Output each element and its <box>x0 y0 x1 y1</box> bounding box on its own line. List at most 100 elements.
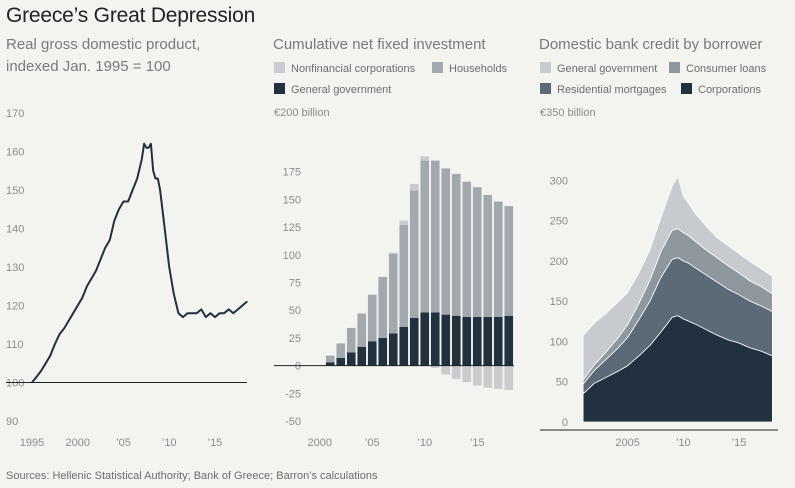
bar-households <box>409 190 419 318</box>
x-tick-label: ’15 <box>732 437 747 449</box>
bar-households <box>346 327 356 353</box>
source-note: Sources: Hellenic Statistical Authority;… <box>6 470 378 482</box>
y-tick-label: 110 <box>6 339 24 351</box>
gdp-data-point <box>49 354 51 357</box>
gdp-data-point <box>150 143 152 145</box>
bar-general-government <box>388 333 398 366</box>
gdp-data-point <box>40 370 42 372</box>
gdp-data-point <box>182 316 184 318</box>
bar-general-government <box>462 316 472 366</box>
gdp-data-point <box>104 247 106 249</box>
gdp-data-point <box>232 312 234 314</box>
bar-households <box>462 181 472 317</box>
investment-legend: Nonfinancial corporations Households Gen… <box>274 62 524 98</box>
bar-nonfinancial-corporations <box>483 365 493 388</box>
investment-unit-label: €200 billion <box>274 107 330 119</box>
bar-nonfinancial-corporations <box>451 365 461 379</box>
bar-general-government <box>504 315 514 366</box>
gdp-data-point <box>143 143 145 145</box>
x-tick-label: 2000 <box>66 437 90 449</box>
legend-label: Consumer loans <box>686 63 767 75</box>
gdp-data-point <box>164 227 166 230</box>
gdp-data-point <box>196 312 198 314</box>
bar-general-government <box>430 312 440 366</box>
gdp-data-point <box>109 239 111 241</box>
y-tick-label: 90 <box>6 416 18 428</box>
bar-general-government <box>409 317 419 366</box>
legend-item-consumer-loans: Consumer loans <box>669 62 766 75</box>
bar-households <box>493 201 503 317</box>
investment-panel-title: Cumulative net fixed investment <box>273 36 486 53</box>
gdp-data-point <box>159 189 161 191</box>
gdp-data-point <box>218 312 221 314</box>
y-tick-label: 175 <box>283 167 301 179</box>
bar-households <box>420 160 430 313</box>
bar-general-government <box>357 346 367 366</box>
gdp-title-line2: indexed Jan. 1995 = 100 <box>6 58 171 75</box>
gdp-data-point <box>223 312 225 314</box>
gdp-data-point <box>113 220 115 222</box>
bar-households <box>472 187 482 317</box>
legend-swatch <box>669 62 680 73</box>
gdp-data-point <box>67 320 70 322</box>
gdp-data-point <box>127 200 129 203</box>
bar-households <box>504 206 514 316</box>
legend-swatch <box>432 62 443 73</box>
bar-general-government <box>346 352 356 366</box>
y-tick-label: 25 <box>289 333 301 345</box>
y-tick-label: 125 <box>283 222 301 234</box>
gdp-data-point <box>148 147 150 149</box>
area-general-government <box>582 175 773 381</box>
bar-nonfinancial-corporations <box>420 156 430 161</box>
bar-general-government <box>336 357 346 366</box>
y-tick-label: -50 <box>285 416 301 428</box>
gdp-data-point <box>205 316 207 318</box>
y-tick-label: 130 <box>6 262 24 274</box>
y-tick-label: 150 <box>550 296 568 308</box>
y-tick-label: 100 <box>550 336 568 348</box>
bar-general-government <box>367 341 377 366</box>
gdp-data-point <box>35 376 38 378</box>
x-tick-label: ’15 <box>470 437 485 449</box>
bar-general-government <box>378 337 388 366</box>
legend-label: Households <box>449 63 508 75</box>
bar-general-government <box>420 312 430 366</box>
x-tick-label: 2005 <box>615 437 639 449</box>
bar-households <box>357 313 367 347</box>
bar-households <box>336 343 346 358</box>
y-tick-label: 150 <box>6 185 24 197</box>
y-tick-label: 120 <box>6 301 24 313</box>
gdp-data-point <box>58 333 61 335</box>
legend-item-general-government: General government <box>274 83 391 96</box>
bar-households <box>399 224 409 327</box>
gdp-data-point <box>200 308 202 310</box>
legend-label: Residential mortgages <box>557 84 667 96</box>
bar-nonfinancial-corporations <box>388 252 398 254</box>
gdp-data-point <box>77 304 79 307</box>
bar-households <box>388 253 398 334</box>
bar-general-government <box>451 315 461 366</box>
credit-panel-title: Domestic bank credit by borrower <box>539 36 763 53</box>
gdp-data-point <box>132 189 134 191</box>
gdp-title-line1: Real gross domestic product, <box>6 36 201 53</box>
bar-households <box>325 355 335 363</box>
gdp-data-point <box>86 285 88 287</box>
y-tick-label: 50 <box>556 377 568 389</box>
gdp-data-point <box>228 308 230 310</box>
legend-swatch <box>274 62 285 73</box>
gdp-data-point <box>173 293 175 295</box>
gdp-data-point <box>214 316 216 318</box>
y-tick-label: 100 <box>283 250 301 262</box>
legend-swatch <box>681 83 692 94</box>
gdp-data-point <box>157 177 159 180</box>
y-tick-label: 160 <box>6 147 24 159</box>
gdp-data-point <box>31 381 33 384</box>
legend-swatch <box>274 83 285 94</box>
gdp-data-point <box>54 343 56 345</box>
bar-general-government <box>483 316 493 366</box>
x-tick-label: ’15 <box>208 437 223 449</box>
gdp-data-point <box>241 304 244 307</box>
gdp-data-point <box>177 312 179 314</box>
legend-item-corporations: Corporations <box>681 83 761 96</box>
